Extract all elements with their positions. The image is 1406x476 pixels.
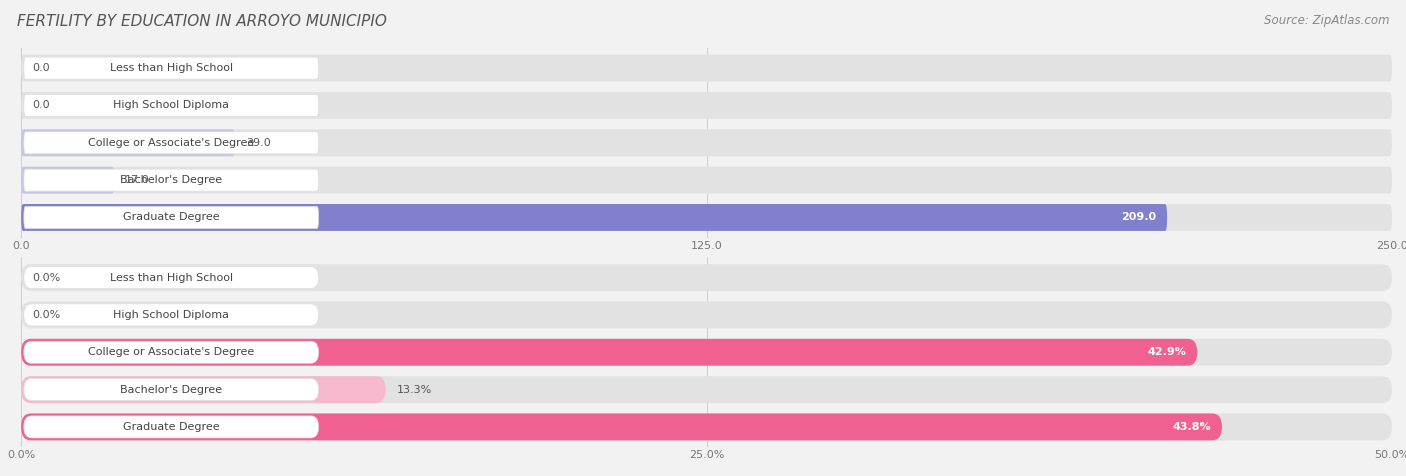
- Text: 39.0: 39.0: [246, 138, 271, 148]
- Text: 13.3%: 13.3%: [396, 385, 432, 395]
- Text: High School Diploma: High School Diploma: [114, 310, 229, 320]
- Text: Graduate Degree: Graduate Degree: [122, 212, 219, 222]
- Text: College or Associate's Degree: College or Associate's Degree: [89, 347, 254, 357]
- FancyBboxPatch shape: [24, 378, 319, 401]
- FancyBboxPatch shape: [21, 414, 1392, 440]
- Text: College or Associate's Degree: College or Associate's Degree: [89, 138, 254, 148]
- FancyBboxPatch shape: [21, 204, 1392, 231]
- Text: Less than High School: Less than High School: [110, 273, 233, 283]
- Text: 0.0%: 0.0%: [32, 310, 60, 320]
- FancyBboxPatch shape: [24, 207, 319, 228]
- Text: Graduate Degree: Graduate Degree: [122, 422, 219, 432]
- Text: 0.0%: 0.0%: [32, 273, 60, 283]
- Text: 43.8%: 43.8%: [1173, 422, 1211, 432]
- FancyBboxPatch shape: [24, 267, 319, 288]
- Text: FERTILITY BY EDUCATION IN ARROYO MUNICIPIO: FERTILITY BY EDUCATION IN ARROYO MUNICIP…: [17, 14, 387, 30]
- Text: 209.0: 209.0: [1121, 212, 1156, 222]
- FancyBboxPatch shape: [21, 339, 1392, 366]
- FancyBboxPatch shape: [21, 167, 114, 194]
- Text: Bachelor's Degree: Bachelor's Degree: [120, 385, 222, 395]
- FancyBboxPatch shape: [24, 94, 319, 117]
- FancyBboxPatch shape: [21, 167, 1392, 194]
- Text: Less than High School: Less than High School: [110, 63, 233, 73]
- FancyBboxPatch shape: [21, 414, 1222, 440]
- FancyBboxPatch shape: [21, 264, 1392, 291]
- Text: 42.9%: 42.9%: [1147, 347, 1187, 357]
- Text: Bachelor's Degree: Bachelor's Degree: [120, 175, 222, 185]
- FancyBboxPatch shape: [21, 129, 1392, 156]
- FancyBboxPatch shape: [21, 204, 1167, 231]
- Text: High School Diploma: High School Diploma: [114, 100, 229, 110]
- FancyBboxPatch shape: [24, 304, 319, 326]
- Text: Source: ZipAtlas.com: Source: ZipAtlas.com: [1264, 14, 1389, 27]
- FancyBboxPatch shape: [21, 129, 235, 156]
- FancyBboxPatch shape: [21, 339, 1198, 366]
- FancyBboxPatch shape: [21, 55, 1392, 81]
- FancyBboxPatch shape: [24, 169, 319, 191]
- FancyBboxPatch shape: [24, 132, 319, 154]
- FancyBboxPatch shape: [24, 416, 319, 438]
- FancyBboxPatch shape: [21, 376, 385, 403]
- FancyBboxPatch shape: [24, 341, 319, 363]
- Text: 0.0: 0.0: [32, 63, 49, 73]
- FancyBboxPatch shape: [21, 376, 1392, 403]
- FancyBboxPatch shape: [24, 57, 319, 79]
- FancyBboxPatch shape: [21, 301, 1392, 328]
- Text: 0.0: 0.0: [32, 100, 49, 110]
- Text: 17.0: 17.0: [125, 175, 150, 185]
- FancyBboxPatch shape: [21, 92, 1392, 119]
